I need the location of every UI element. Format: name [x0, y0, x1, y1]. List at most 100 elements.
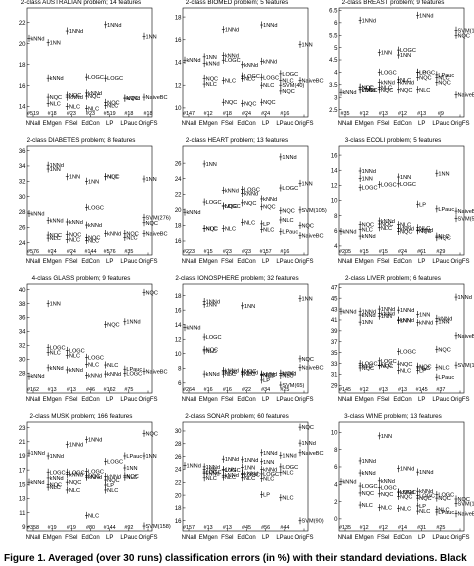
point-label: LOGC [69, 470, 85, 476]
point-label: LOGC [282, 72, 298, 78]
point-label: 1NN [244, 304, 255, 310]
point-label: kNNd [88, 91, 102, 97]
point-label: NQC [458, 33, 470, 39]
point-label: NLC [244, 76, 255, 82]
point-label: LPauc [438, 375, 454, 381]
point-label: NQC [206, 76, 218, 82]
x-tick-label: NNall [338, 121, 353, 127]
x-tick-label: NNall [26, 535, 41, 541]
plot-frame [26, 145, 153, 256]
point-label: 1NN [381, 434, 392, 440]
x-tick-label: LP [106, 397, 113, 403]
point-label: kNNd [31, 480, 45, 486]
point-label: NQC [107, 100, 119, 106]
point-label: 1NNd [187, 464, 201, 470]
point-label: NQC [400, 362, 412, 368]
point-label: 1NN [263, 460, 274, 466]
point-label: NaiveBC [146, 232, 168, 238]
panel-plot: 2.5 3 3.5 4 4.5 5 5.5 6 6.5 NNall #35 EMgen #12 FSel #… [329, 7, 474, 127]
point-label: NQC [362, 85, 374, 91]
point-label: NLC [282, 79, 293, 85]
y-tick-label: 30 [175, 429, 182, 435]
y-tick-label: 22 [175, 480, 182, 486]
x-tick-label: NNall [26, 259, 41, 265]
x-tick-label: EMgen [355, 535, 374, 541]
y-tick-label: 18 [175, 506, 182, 512]
point-label: NLC [88, 513, 99, 519]
point-label: 1NN [419, 313, 430, 319]
point-label: NLC [50, 350, 61, 356]
point-label: LOGC [400, 350, 416, 356]
x-tick-label: EdCon [393, 121, 411, 127]
count-label: #147 [183, 111, 195, 117]
y-tick-label: 30 [19, 195, 26, 201]
point-label: NLC [225, 372, 236, 378]
point-label: LOGC [263, 75, 279, 81]
count-label: #13 [379, 387, 388, 393]
count-label: #162 [27, 387, 39, 393]
x-tick-label: LP [418, 121, 425, 127]
x-tick-label: NNall [182, 121, 197, 127]
point-label: SVM(105) [302, 208, 327, 214]
count-label: #157 [260, 249, 272, 255]
point-label: NQC [381, 88, 393, 94]
point-label: LOGC [400, 48, 416, 54]
point-label: NaiveBC [302, 366, 324, 372]
x-tick-label: LPauc [276, 259, 293, 265]
x-tick-label: EdCon [393, 259, 411, 265]
y-tick-label: 20 [175, 493, 182, 499]
y-tick-label: 29 [331, 384, 338, 390]
x-tick-label: EdCon [237, 259, 255, 265]
x-tick-label: EdCon [81, 535, 99, 541]
y-tick-label: 10 [331, 199, 338, 205]
x-tick-label: NNall [338, 535, 353, 541]
point-label: NQC [50, 95, 62, 101]
x-tick-label: OrigFS [138, 121, 157, 127]
x-tick-label: LPauc [120, 535, 137, 541]
x-tick-label: LP [106, 121, 113, 127]
point-label: NaiveBC [302, 234, 324, 240]
point-label: NaiveBC [458, 512, 474, 518]
count-label: #157 [183, 525, 195, 531]
point-label: NLC [263, 83, 274, 89]
point-label: kNNd [419, 321, 433, 327]
point-label: LOGC [362, 88, 378, 94]
point-label: LPauc [126, 367, 142, 373]
x-tick-label: EMgen [199, 397, 218, 403]
point-label: LOGC [362, 362, 378, 368]
point-label: NLC [362, 227, 373, 233]
count-label: #24 [242, 111, 251, 117]
y-tick-label: 36 [19, 316, 26, 322]
point-label: kNNd [88, 475, 102, 481]
x-tick-label: EdCon [237, 121, 255, 127]
point-label: LP [419, 202, 426, 208]
panel-title: 2-class HEART problem; 13 features [185, 137, 289, 144]
y-tick-label: 28 [19, 210, 26, 216]
point-label: 1NNd [263, 451, 277, 457]
point-label: LOGC [362, 186, 378, 192]
y-tick-label: 6 [334, 465, 338, 471]
point-label: NQC [225, 370, 237, 376]
y-tick-label: 6 [334, 21, 338, 27]
point-label: SVM(65) [282, 383, 304, 389]
panel-7: 2-class IONOSPHERE problem; 32 features 6… [160, 275, 324, 413]
x-tick-label: EMgen [355, 397, 374, 403]
point-label: 1NN [206, 467, 217, 473]
point-label: NQC [126, 232, 138, 238]
point-label: NQC [107, 323, 119, 329]
x-tick-label: OrigFS [294, 259, 313, 265]
point-label: 1NNd [362, 459, 376, 465]
point-label: NQC [263, 373, 275, 379]
point-label: NQC [50, 482, 62, 488]
x-tick-label: OrigFS [138, 397, 157, 403]
y-tick-label: 10 [175, 352, 182, 358]
point-label: NQC [362, 223, 374, 229]
point-label: kNNd [400, 227, 414, 233]
point-label: kNNd [244, 371, 258, 377]
panel-title: 2-class IONOSPHERE problem; 32 features [175, 275, 299, 282]
point-label: LOGC [419, 494, 435, 500]
panel-plot: 24 26 28 30 32 34 36 NNall #576 EMgen #24 FSel #24 Ed… [19, 145, 171, 265]
point-label: NLC [244, 476, 255, 482]
point-label: NQC [107, 478, 119, 484]
count-label: #18 [144, 111, 153, 117]
